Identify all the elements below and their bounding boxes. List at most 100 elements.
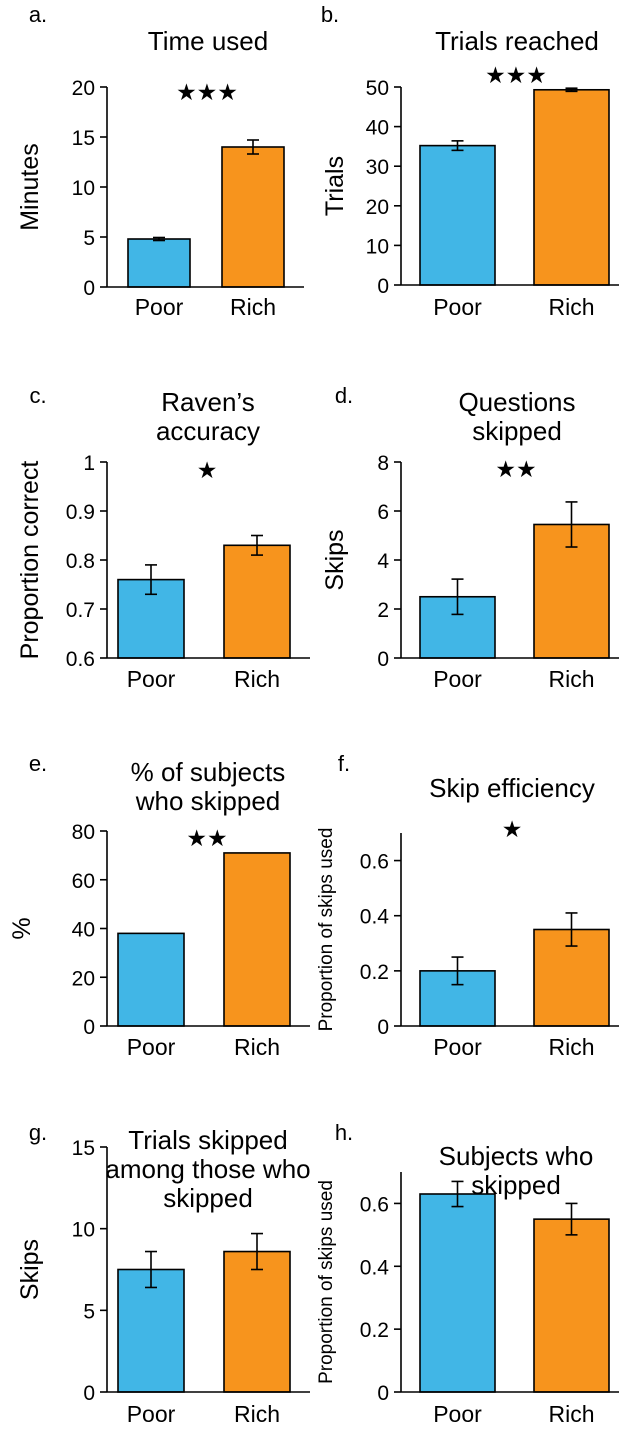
significance-stars: ★★★ (176, 79, 238, 105)
y-tick-label: 8 (377, 452, 389, 475)
panel-title: Trials skipped (128, 1125, 287, 1155)
y-tick-label: 10 (72, 1219, 95, 1242)
y-tick-label: 15 (72, 1137, 95, 1160)
y-tick-label: 0 (83, 277, 95, 300)
x-tick-label: Rich (548, 1034, 594, 1060)
bar-rich (223, 852, 291, 1027)
panel-title: Subjects who (439, 1141, 594, 1171)
y-tick-label: 50 (366, 77, 389, 100)
y-tick-label: 10 (366, 235, 389, 258)
bar-poor (419, 144, 496, 286)
x-tick-label: Rich (234, 1034, 280, 1060)
x-tick-label: Rich (548, 294, 594, 320)
y-axis-label: Trials (321, 156, 349, 216)
y-tick-label: 60 (72, 870, 95, 893)
y-axis-label: Skips (16, 1239, 44, 1300)
bar-rich (223, 544, 291, 659)
x-tick-label: Rich (234, 666, 280, 692)
y-tick-label: 0.4 (360, 1256, 390, 1279)
significance-stars: ★★ (495, 456, 536, 482)
significance-stars: ★ (502, 816, 523, 842)
x-tick-label: Poor (127, 1401, 176, 1427)
panel-letter: d. (335, 383, 353, 408)
panel-title: Questions (458, 387, 575, 417)
panel-b: b. Trials reached ★★★ 0 10 20 30 40 50 Trials Poor… (321, 2, 619, 320)
y-tick-label: 40 (366, 117, 389, 140)
panel-title: accuracy (156, 416, 260, 446)
y-tick-label: 15 (72, 127, 95, 150)
significance-stars: ★★★ (485, 62, 547, 88)
y-tick-label: 0.4 (360, 906, 390, 929)
panel-letter: g. (29, 1120, 47, 1145)
y-tick-label: 40 (72, 919, 95, 942)
y-tick-label: 0.6 (360, 851, 389, 874)
y-tick-label: 20 (72, 967, 95, 990)
panel-title: who skipped (135, 786, 281, 816)
y-tick-label: 0.9 (66, 501, 95, 524)
y-tick-label: 0 (377, 648, 389, 671)
y-tick-label: 5 (83, 227, 95, 250)
bar-rich (221, 146, 285, 288)
y-tick-label: 20 (72, 77, 95, 100)
y-tick-label: 0.8 (66, 550, 95, 573)
x-tick-label: Poor (135, 294, 184, 320)
y-tick-label: 20 (366, 196, 389, 219)
y-tick-label: 0.6 (66, 648, 95, 671)
panel-title: skipped (163, 1183, 253, 1213)
panel-title: Trials reached (435, 26, 599, 56)
panel-letter: f. (338, 751, 350, 776)
y-axis-label: Minutes (16, 143, 44, 231)
y-tick-label: 0 (83, 1382, 95, 1405)
y-tick-label: 10 (72, 177, 95, 200)
y-axis-label: Proportion correct (16, 461, 44, 660)
x-tick-label: Poor (127, 1034, 176, 1060)
panel-title: skipped (472, 416, 562, 446)
panel-h: h.Subjects whoskipped00.20.40.6Proportio… (316, 1120, 619, 1427)
y-tick-label: 0 (377, 275, 389, 298)
y-tick-label: 5 (83, 1300, 95, 1323)
panel-letter: a. (29, 2, 47, 27)
y-tick-label: 0.2 (360, 1319, 389, 1342)
panel-title: among those who (105, 1154, 310, 1184)
y-tick-label: 0 (377, 1382, 389, 1405)
panel-title: % of subjects (131, 757, 286, 787)
panel-a: a. Time used ★★★ 0 5 10 15 20 Minutes Poor Rich (16, 2, 304, 320)
bar-poor (117, 578, 185, 659)
panel-title: Time used (148, 26, 268, 56)
y-tick-label: 0.7 (66, 599, 95, 622)
bar-poor (127, 238, 191, 288)
panel-letter: b. (321, 2, 339, 27)
y-axis-label: % (8, 917, 36, 939)
y-tick-label: 0.6 (360, 1193, 389, 1216)
y-tick-label: 4 (377, 550, 389, 573)
y-axis-label: Proportion of skips used (316, 828, 337, 1032)
x-tick-label: Poor (433, 666, 482, 692)
significance-stars: ★ (197, 457, 218, 483)
y-tick-label: 1 (83, 452, 95, 475)
x-tick-label: Poor (433, 1401, 482, 1427)
bar-poor (117, 932, 185, 1027)
y-tick-label: 80 (72, 821, 95, 844)
bar-rich (533, 88, 610, 286)
panel-letter: c. (29, 383, 46, 408)
y-tick-label: 2 (377, 599, 389, 622)
panel-title: Raven’s (161, 387, 254, 417)
y-tick-label: 30 (366, 156, 389, 179)
x-tick-label: Rich (548, 1401, 594, 1427)
x-tick-label: Poor (433, 1034, 482, 1060)
y-tick-label: 0 (377, 1016, 389, 1039)
bar-rich (223, 1250, 291, 1393)
y-tick-label: 0 (83, 1016, 95, 1039)
bar-rich (533, 1218, 610, 1393)
bar-poor (419, 1193, 496, 1393)
panel-f: f. Skip efficiency ★ 0 0.2 0.4 0.6 Proportion o… (316, 751, 619, 1060)
y-tick-label: 6 (377, 501, 389, 524)
panel-title: Skip efficiency (429, 773, 595, 803)
x-tick-label: Poor (127, 666, 176, 692)
x-tick-label: Rich (548, 666, 594, 692)
x-tick-label: Rich (234, 1401, 280, 1427)
